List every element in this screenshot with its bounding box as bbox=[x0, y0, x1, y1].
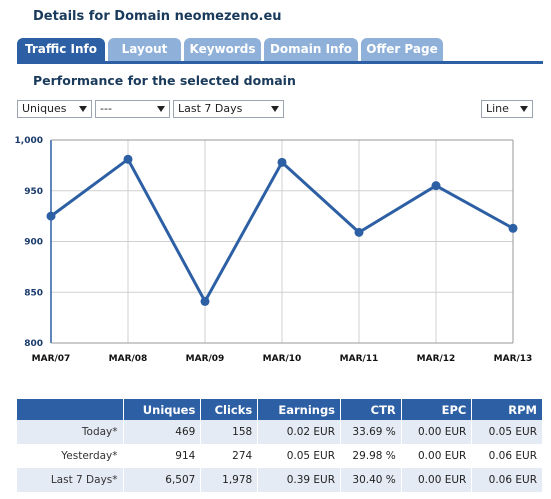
cell-ctr: 29.98 % bbox=[340, 444, 402, 468]
x-tick-label: MAR/11 bbox=[340, 354, 379, 364]
table-row: Last 7 Days* 6,507 1,978 0.39 EUR 30.40 … bbox=[17, 468, 543, 492]
column-header-epc[interactable]: EPC bbox=[401, 399, 473, 420]
column-header bbox=[17, 399, 124, 420]
cell-clicks: 1,978 bbox=[200, 468, 259, 492]
table-header-row: Uniques Clicks Earnings CTR EPC RPM bbox=[17, 399, 543, 420]
x-tick-label: MAR/10 bbox=[263, 354, 302, 364]
date-range-value: Last 7 Days bbox=[178, 102, 243, 115]
cell-uniques: 914 bbox=[123, 444, 202, 468]
column-header-clicks[interactable]: Clicks bbox=[200, 399, 259, 420]
chevron-down-icon bbox=[79, 106, 87, 112]
y-tick-label: 950 bbox=[24, 187, 43, 197]
chart-type-value: Line bbox=[486, 102, 509, 115]
data-point bbox=[277, 157, 287, 167]
tab-keywords[interactable]: Keywords bbox=[184, 38, 261, 61]
data-point bbox=[46, 211, 56, 221]
metric-select[interactable]: Uniques bbox=[17, 100, 92, 118]
tab-underline bbox=[17, 61, 543, 64]
cell-rpm: 0.06 EUR bbox=[471, 468, 543, 492]
chevron-down-icon bbox=[271, 106, 279, 112]
cell-epc: 0.00 EUR bbox=[401, 468, 473, 492]
table-row: Yesterday* 914 274 0.05 EUR 29.98 % 0.00… bbox=[17, 444, 543, 468]
cell-clicks: 274 bbox=[200, 444, 259, 468]
row-label: Last 7 Days* bbox=[17, 468, 124, 492]
chart-type-select[interactable]: Line bbox=[481, 100, 533, 118]
section-subtitle: Performance for the selected domain bbox=[33, 73, 296, 88]
chevron-down-icon bbox=[157, 106, 165, 112]
x-tick-label: MAR/12 bbox=[417, 354, 456, 364]
cell-earnings: 0.05 EUR bbox=[257, 444, 342, 468]
x-tick-label: MAR/07 bbox=[32, 354, 71, 364]
x-tick-label: MAR/09 bbox=[186, 354, 225, 364]
data-point bbox=[123, 154, 133, 164]
traffic-chart: 1,000 950 900 850 800 MAR/07 MAR/08 MAR/09 MAR/1… bbox=[0, 128, 551, 368]
tab-offer-page[interactable]: Offer Page bbox=[361, 38, 443, 61]
y-tick-label: 900 bbox=[24, 238, 43, 248]
tab-layout[interactable]: Layout bbox=[108, 38, 181, 61]
x-tick-label: MAR/13 bbox=[494, 354, 533, 364]
tab-traffic-info[interactable]: Traffic Info bbox=[17, 38, 105, 61]
cell-ctr: 33.69 % bbox=[340, 420, 402, 444]
cell-epc: 0.00 EUR bbox=[401, 420, 473, 444]
cell-earnings: 0.02 EUR bbox=[257, 420, 342, 444]
cell-uniques: 469 bbox=[123, 420, 202, 444]
column-header-ctr[interactable]: CTR bbox=[340, 399, 402, 420]
cell-rpm: 0.05 EUR bbox=[471, 420, 543, 444]
date-range-select[interactable]: Last 7 Days bbox=[173, 100, 284, 118]
y-tick-label: 800 bbox=[24, 339, 43, 349]
metric-select-value: Uniques bbox=[22, 102, 67, 115]
data-point bbox=[508, 223, 518, 233]
data-point bbox=[431, 181, 441, 191]
column-header-rpm[interactable]: RPM bbox=[471, 399, 543, 420]
secondary-metric-select[interactable]: --- bbox=[95, 100, 170, 118]
column-header-uniques[interactable]: Uniques bbox=[123, 399, 202, 420]
stats-table: Uniques Clicks Earnings CTR EPC RPM Toda… bbox=[17, 399, 543, 492]
data-point bbox=[354, 227, 364, 237]
row-label: Today* bbox=[17, 420, 124, 444]
line-chart: 1,000 950 900 850 800 MAR/07 MAR/08 MAR/09 MAR/1… bbox=[15, 136, 533, 364]
x-tick-label: MAR/08 bbox=[109, 354, 148, 364]
chevron-down-icon bbox=[520, 106, 528, 112]
secondary-select-value: --- bbox=[100, 102, 112, 115]
page-title: Details for Domain neomezeno.eu bbox=[33, 9, 282, 24]
cell-ctr: 30.40 % bbox=[340, 468, 402, 492]
cell-rpm: 0.06 EUR bbox=[471, 444, 543, 468]
tab-domain-info[interactable]: Domain Info bbox=[264, 38, 358, 61]
y-tick-label: 1,000 bbox=[15, 136, 43, 146]
data-point bbox=[200, 296, 210, 306]
cell-clicks: 158 bbox=[200, 420, 259, 444]
table-row: Today* 469 158 0.02 EUR 33.69 % 0.00 EUR… bbox=[17, 420, 543, 444]
cell-earnings: 0.39 EUR bbox=[257, 468, 342, 492]
cell-epc: 0.00 EUR bbox=[401, 444, 473, 468]
y-tick-label: 850 bbox=[24, 288, 43, 298]
cell-uniques: 6,507 bbox=[123, 468, 202, 492]
row-label: Yesterday* bbox=[17, 444, 124, 468]
column-header-earnings[interactable]: Earnings bbox=[257, 399, 342, 420]
